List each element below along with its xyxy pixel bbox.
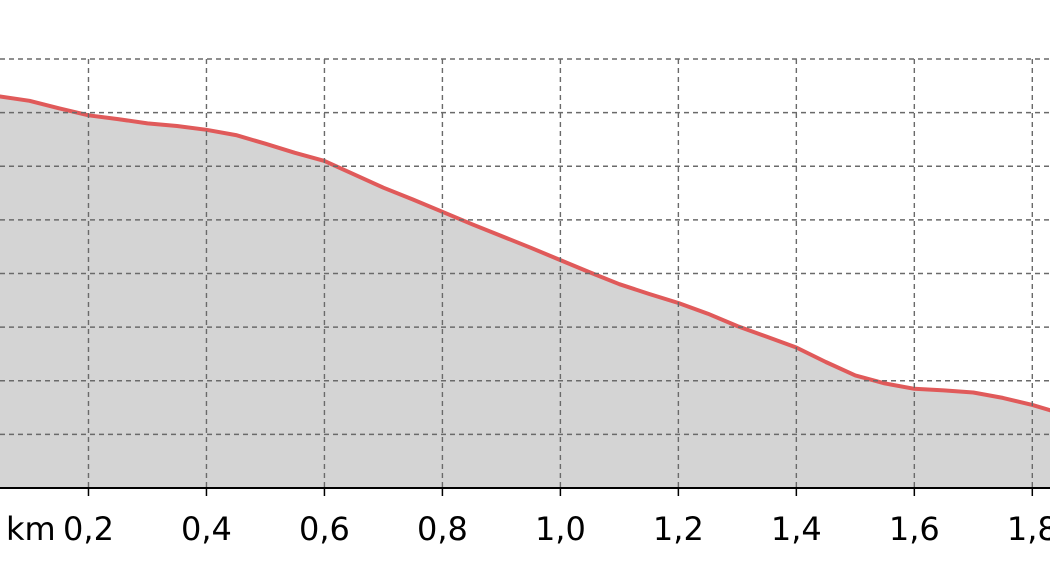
series-layer bbox=[0, 94, 1050, 488]
x-axis-unit-label: km bbox=[6, 510, 56, 548]
x-tick-label-0,8: 0,8 bbox=[417, 510, 468, 548]
x-tick-label-1,0: 1,0 bbox=[535, 510, 586, 548]
x-tick-label-1,6: 1,6 bbox=[889, 510, 940, 548]
x-tick-label-1,2: 1,2 bbox=[653, 510, 704, 548]
x-tick-label-1,4: 1,4 bbox=[771, 510, 822, 548]
x-tick-label-0,6: 0,6 bbox=[299, 510, 350, 548]
x-tick-label-0,2: 0,2 bbox=[63, 510, 114, 548]
grid-layer bbox=[0, 58, 1050, 488]
label-layer: km 0,2 0,4 0,6 0,8 1,0 1,2 1,4 1,6 1,8 bbox=[6, 510, 1050, 548]
axis-layer bbox=[0, 487, 1050, 496]
series-line-0 bbox=[0, 94, 1050, 413]
x-tick-label-0,4: 0,4 bbox=[181, 510, 232, 548]
series-area-0 bbox=[0, 96, 1050, 488]
x-tick-label-1,8: 1,8 bbox=[1007, 510, 1050, 548]
